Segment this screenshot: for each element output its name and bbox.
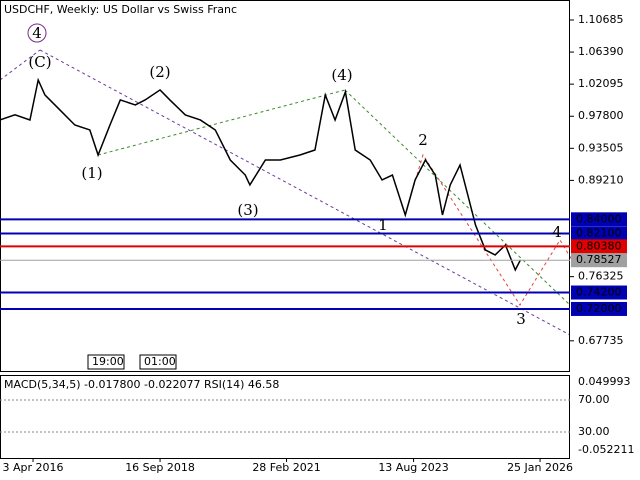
indicator-tick-label: 30.00 [578,425,610,438]
indicator-tick-label: -0.052211 [578,443,634,456]
indicator-panel-frame [0,375,570,459]
level-line-label: 0.84000 [576,212,622,225]
wave-label: (3) [237,201,258,219]
wave-label: (4) [331,66,352,84]
current-price-line-label: 0.78527 [576,253,622,266]
wave-label: (1) [81,164,102,182]
level-line-box [571,285,627,300]
y-tick-label: 0.97800 [578,109,624,122]
x-tick-label: 25 Jan 2026 [507,461,573,474]
wave-label: (C) [28,53,51,71]
wave-circle [27,23,47,43]
y-tick-label: 1.10685 [578,13,624,26]
level-line-box [571,226,627,241]
y-tick-label: 0.76325 [578,270,624,283]
level-line-label: 0.80380 [576,239,622,252]
level-line-box [571,212,627,227]
y-tick-label: 1.06390 [578,45,624,58]
indicator-tick-label: 0.049993 [578,375,631,388]
chart-title: USDCHF, Weekly: US Dollar vs Swiss Franc [4,3,237,16]
x-tick-label: 3 Apr 2016 [3,461,64,474]
level-line-box [571,239,627,254]
level-line-label: 0.74200 [576,286,622,299]
y-tick-label: 0.93505 [578,141,624,154]
wave-label: (2) [149,63,170,81]
y-tick-label: 0.67735 [578,334,624,347]
time-box [87,354,125,370]
x-tick-label: 16 Sep 2018 [125,461,195,474]
wave-label: 3 [516,310,526,328]
y-tick-label: 0.89210 [578,173,624,186]
wave-label: 1 [378,216,388,234]
channel-line [344,89,571,306]
x-tick-label: 28 Feb 2021 [252,461,320,474]
channel-line [0,49,41,81]
wave-label: 4 [32,24,42,42]
indicator-label: MACD(5,34,5) -0.017800 -0.022077 RSI(14)… [4,378,279,391]
level-line-label: 0.72000 [576,302,622,315]
y-tick-label: 1.02095 [578,77,624,90]
current-price-line-box [571,253,627,268]
channel-line [39,49,571,336]
price-line [0,77,522,272]
time-box [139,354,177,370]
indicator-tick-label: 70.00 [578,393,610,406]
wave-label: 2 [418,131,428,149]
x-tick-label: 13 Aug 2023 [378,461,448,474]
wave-label: 4 [552,223,562,241]
level-line-label: 0.82100 [576,227,622,240]
main-panel-frame [0,0,570,372]
channel-line [97,89,346,156]
forecast-line [404,153,576,306]
level-line-box [571,301,627,316]
time-label: 19:00 [92,355,124,368]
time-label: 01:00 [144,355,176,368]
